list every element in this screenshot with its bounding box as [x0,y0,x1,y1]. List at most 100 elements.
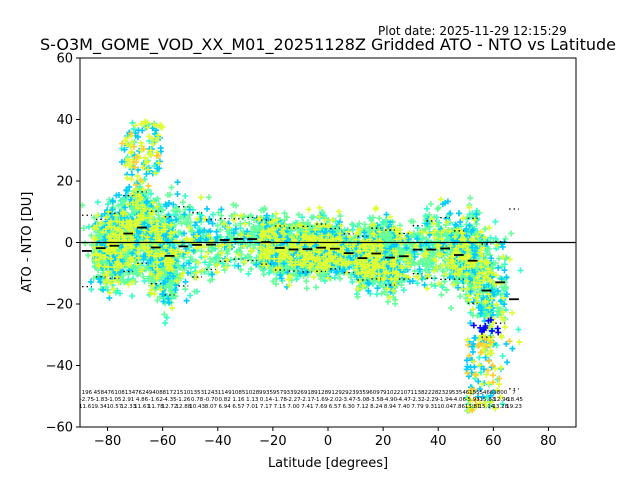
bin-count-label: 6097 [369,390,383,396]
axes: −80 −60 −40 −20 0 20 40 60 80 −60 −40 −20 0 20 40 60 [46,52,577,449]
scatter-point-group-5 [470,316,502,336]
bin-count-label: 7610 [107,390,121,396]
bin-mean-label: 0.14 [260,397,273,403]
bin-std-label: 9.31 [425,404,437,410]
bin-std-label: 11.78 [148,404,164,410]
bin-mean-label: -5.93 [466,397,481,403]
bin-mean-label: -2.27 [286,397,301,403]
plot-date: Plot date: 2025-11-29 12:15:29 [378,24,567,38]
bin-count-label: 2107 [397,390,411,396]
bin-mean-label: -1.69 [314,397,329,403]
bin-std-label: 7.00 [287,404,300,410]
bin-mean-label: -4.35 [162,397,177,403]
bin-count-label: 1028 [245,390,259,396]
bin-std-label: 15.14 [479,404,495,410]
bin-count-label: 196 [82,390,93,396]
bin-mean-label: 1.16 [232,397,245,403]
bin-std-label: 6.57 [232,404,245,410]
bin-mean-label: -5.08 [355,397,370,403]
bin-mean-label: -1.26 [176,397,191,403]
scatter-point-group-4 [119,130,513,414]
bin-count-label: 1510 [176,390,190,396]
bin-count-label: 1149 [218,390,232,396]
bin-count-label: 2228 [424,390,438,396]
bin-std-label: 7.12 [356,404,368,410]
x-tick-label: −20 [259,434,286,449]
y-tick-label: −20 [46,298,73,313]
bin-std-label: 7.86 [453,404,466,410]
bin-std-label: 10.57 [107,404,123,410]
bin-count-label: 4584 [94,390,108,396]
bin-mean-label: -2.17 [300,397,315,403]
bin-count-label: 5354 [452,390,466,396]
bin-mean-label: -3.47 [342,397,357,403]
y-axis-label: ATO - NTO [DU] [20,192,35,293]
bin-std-label: 11.61 [79,404,95,410]
bin-mean-label: -2.02 [328,397,342,403]
scatter-points [80,118,524,414]
bin-count-label: 9408 [149,390,163,396]
bin-mean-label: -1.94 [438,397,453,403]
x-tick-label: −60 [149,434,176,449]
bin-count-label: 9129 [328,390,342,396]
bin-mean-label: -18.45 [505,397,523,403]
bin-count-label: 6918 [300,390,314,396]
bin-count-label: 8134 [121,390,135,396]
y-tick-label: 20 [56,175,73,190]
bin-std-label: 7.41 [301,404,313,410]
bin-std-label: 8.94 [384,404,397,410]
bin-mean-label: 4.86 [136,397,149,403]
bin-count-label: 9579 [273,390,287,396]
x-tick-label: 80 [540,434,557,449]
bin-std-label: 7.17 [260,404,273,410]
bin-std-label: 10.04 [437,404,453,410]
bin-count-label: 7 [512,390,516,396]
bin-std-label: 7.69 [315,404,328,410]
bin-count-label: 1243 [204,390,218,396]
bin-std-label: 10.43 [189,404,205,410]
bin-count-label: 1800 [493,390,507,396]
bin-mean-label: -2.32 [410,397,424,403]
bin-mean-label: -2.29 [424,397,439,403]
bin-std-label: 7.40 [398,404,411,410]
bin-count-label: 8172 [163,390,177,396]
bin-count-label: 7624 [135,390,149,396]
bin-count-label: 1138 [411,390,425,396]
bin-mean-label: 2.91 [122,397,134,403]
bin-mean-label: -3.58 [369,397,384,403]
bin-count-label: 9359 [355,390,369,396]
bin-std-label: 7.15 [274,404,287,410]
bin-mean-label: -1.83 [94,397,109,403]
bin-mean-label: -1.05 [107,397,122,403]
y-tick-label: −40 [46,359,73,374]
bin-count-label: 2923 [342,390,356,396]
bin-std-label: 6.94 [219,404,232,410]
bin-std-label: 11.61 [134,404,150,410]
bin-mean-label: -1.78 [273,397,288,403]
bin-std-label: 7.79 [411,404,424,410]
bin-mean-label: -15.63 [478,397,496,403]
bin-count-label: 6155 [466,390,480,396]
chart-title: S-O3M_GOME_VOD_XX_M01_20251128Z Gridded … [39,35,616,54]
bin-std-label: 6.57 [329,404,342,410]
bin-mean-label: -12.96 [491,397,509,403]
bin-std-label: 8.07 [205,404,218,410]
bin-std-label: 7.01 [246,404,258,410]
bin-std-label: 13.81 [465,404,481,410]
y-tick-label: 40 [56,113,73,128]
bin-mean-label: -4.06 [452,397,467,403]
bin-std-label: 19.23 [506,404,522,410]
bin-mean-label: -2.75 [80,397,95,403]
bin-mean-label: 1.13 [246,397,259,403]
bin-std-label: 6.30 [343,404,356,410]
bin-std-label: 12.88 [175,404,191,410]
bin-count-label: 3392 [287,390,301,396]
bin-std-label: 12.33 [120,404,136,410]
bin-count-label: 2329 [438,390,452,396]
bin-std-label: 8.24 [370,404,383,410]
bin-count-label: 9128 [314,390,328,396]
x-tick-label: 60 [485,434,502,449]
bin-mean-label: -1.62 [149,397,163,403]
bin-mean-label: 0.78 [191,397,204,403]
